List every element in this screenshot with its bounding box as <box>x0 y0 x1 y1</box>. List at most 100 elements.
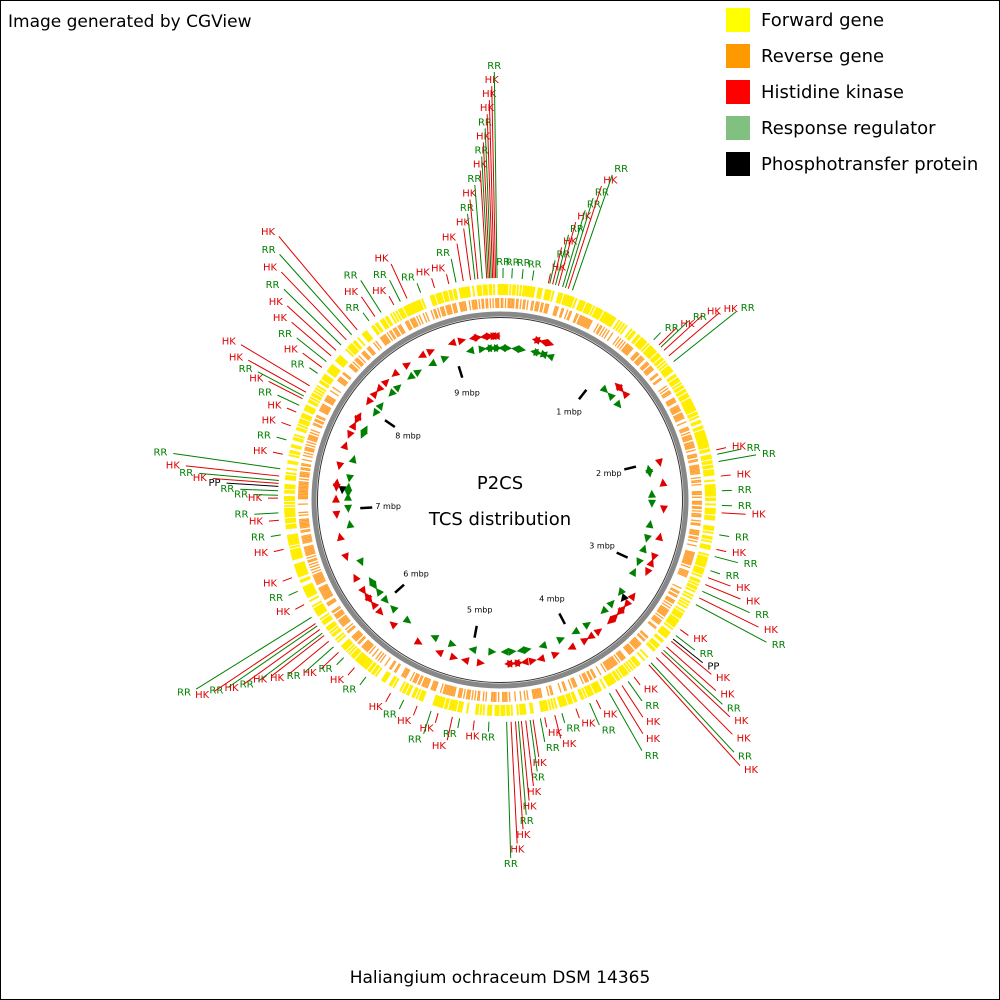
feature-marker <box>375 587 384 597</box>
reverse-gene <box>632 637 641 646</box>
forward-gene <box>595 308 603 320</box>
feature-line <box>531 270 535 281</box>
forward-gene <box>521 285 526 297</box>
forward-gene <box>296 567 308 574</box>
forward-gene <box>488 284 491 296</box>
reverse-gene <box>320 587 330 593</box>
forward-gene <box>429 295 435 307</box>
feature-label: HK <box>248 493 263 504</box>
reverse-gene <box>691 514 702 517</box>
feature-label: HK <box>222 337 237 348</box>
forward-gene <box>287 537 299 542</box>
forward-gene <box>399 308 406 319</box>
feature-marker <box>628 568 636 577</box>
scale-tick <box>616 551 629 559</box>
feature-label: RR <box>531 772 545 783</box>
reverse-gene <box>308 561 319 566</box>
feature-label: HK <box>746 596 761 607</box>
reverse-gene <box>431 680 437 691</box>
feature-label: HK <box>229 352 244 363</box>
forward-gene <box>653 356 664 366</box>
feature-marker <box>353 412 362 422</box>
reverse-gene <box>358 355 367 364</box>
feature-line <box>557 221 577 286</box>
feature-line <box>675 635 696 651</box>
forward-gene <box>644 347 654 357</box>
feature-marker <box>430 635 440 643</box>
reverse-gene <box>407 320 413 330</box>
feature-label: RR <box>645 701 659 712</box>
forward-gene <box>703 470 715 474</box>
forward-gene <box>349 343 359 354</box>
reverse-gene <box>442 684 447 694</box>
forward-gene <box>284 483 296 487</box>
forward-gene <box>695 558 708 564</box>
reverse-gene <box>685 449 696 453</box>
feature-label: HK <box>416 268 431 279</box>
forward-gene <box>591 306 599 318</box>
reverse-gene <box>300 528 311 532</box>
reverse-gene <box>663 600 673 607</box>
reverse-gene <box>326 394 337 402</box>
feature-label: HK <box>249 374 264 385</box>
forward-gene <box>695 561 707 567</box>
feature-label: HK <box>482 89 497 100</box>
forward-gene <box>295 566 307 572</box>
forward-gene <box>293 561 305 567</box>
reverse-gene <box>688 535 699 539</box>
forward-gene <box>686 411 698 418</box>
legend-label: Phosphotransfer protein <box>761 154 978 175</box>
forward-gene <box>302 582 314 589</box>
reverse-gene <box>379 654 387 663</box>
feature-line <box>718 454 757 462</box>
reverse-gene <box>686 453 697 457</box>
feature-label: HK <box>456 217 471 228</box>
feature-label: HK <box>480 103 495 114</box>
reverse-gene <box>462 301 466 312</box>
reverse-gene <box>539 687 543 698</box>
forward-gene <box>585 303 592 315</box>
reverse-gene <box>471 299 474 310</box>
reverse-gene <box>318 583 328 590</box>
feature-marker <box>440 355 450 364</box>
forward-gene <box>638 340 648 351</box>
feature-label: RR <box>474 145 488 156</box>
forward-gene <box>673 384 684 393</box>
forward-gene <box>449 699 455 711</box>
forward-gene <box>488 704 491 716</box>
forward-gene <box>382 671 390 683</box>
feature-marker <box>407 371 416 380</box>
forward-gene <box>697 442 709 448</box>
reverse-gene <box>331 605 341 613</box>
reverse-gene <box>400 667 407 677</box>
forward-gene <box>438 292 444 304</box>
feature-line <box>720 474 731 477</box>
reverse-gene <box>537 687 542 699</box>
feature-marker <box>488 647 497 656</box>
reverse-gene <box>371 648 380 657</box>
feature-marker <box>639 544 647 554</box>
reverse-gene <box>519 299 522 310</box>
reverse-gene <box>485 298 488 309</box>
reverse-gene <box>670 407 680 413</box>
reverse-gene <box>422 312 428 323</box>
reverse-gene <box>355 358 364 367</box>
legend-swatch <box>726 44 750 68</box>
forward-gene <box>356 336 366 347</box>
feature-line <box>199 472 279 481</box>
forward-gene <box>700 538 713 543</box>
reverse-gene <box>657 609 667 616</box>
forward-gene <box>704 509 716 512</box>
forward-gene <box>285 471 297 476</box>
forward-gene <box>404 305 412 317</box>
feature-marker <box>600 605 610 615</box>
feature-line <box>547 273 551 284</box>
reverse-gene <box>301 534 312 538</box>
feature-line <box>655 657 733 735</box>
forward-gene <box>350 342 360 353</box>
forward-gene <box>309 396 321 404</box>
reverse-gene <box>394 663 402 674</box>
reverse-gene <box>446 304 451 315</box>
forward-gene <box>407 304 414 315</box>
feature-label: HK <box>269 297 284 308</box>
